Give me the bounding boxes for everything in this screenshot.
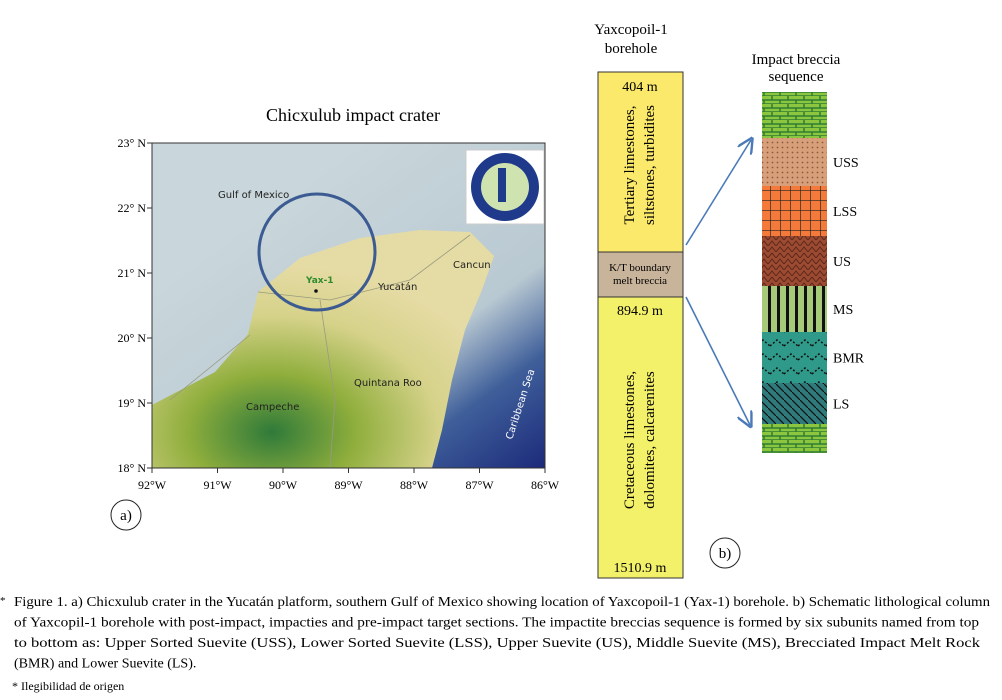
unit-label: LSS [833, 205, 857, 220]
column-title: borehole [605, 41, 658, 57]
lon-tick-label: 87°W [465, 478, 494, 492]
footnote: * Ilegibilidad de origen [12, 679, 124, 693]
panel-label-circle [709, 537, 741, 569]
unit-label: LS [833, 398, 849, 413]
map-label: Yax-1 [305, 276, 334, 286]
panel-label: a) [120, 508, 132, 524]
caption-line: of Yaxcopil-1 borehole with post-impact,… [14, 616, 979, 631]
caption-line: (BMR) and Lower Suevite (LS). [14, 657, 196, 672]
borehole-site [314, 289, 318, 293]
breccia-unit [762, 186, 827, 236]
column-title: Impact breccia [752, 52, 841, 68]
unit-label: siltstones, turbidites [642, 105, 658, 225]
lat-tick-label: 21° N [118, 266, 147, 280]
map-label: Yucatán [377, 281, 417, 293]
map-label: Cancun [453, 260, 491, 271]
breccia-unit [762, 332, 827, 383]
tertiary-unit [597, 71, 684, 253]
lat-tick-label: 20° N [118, 331, 147, 345]
crater-ring [257, 192, 377, 312]
lat-tick-label: 18° N [118, 461, 147, 475]
state-borders [169, 234, 471, 469]
unit-label: MS [833, 303, 853, 318]
breccia-unit [762, 383, 827, 424]
unit-label: K/T boundary [609, 262, 671, 274]
map-label: Gulf of Mexico [218, 190, 289, 201]
unit-label: Cretaceous limestones, [622, 371, 638, 509]
depth-label: 1510.9 m [614, 561, 667, 576]
unit-label: melt breccia [613, 275, 667, 287]
lat-tick-label: 23° N [118, 136, 147, 150]
kt-unit [597, 251, 684, 298]
unit-label: BMR [833, 352, 865, 367]
panel-label: b) [719, 546, 732, 562]
lon-tick-label: 92°W [138, 478, 167, 492]
cap-layer [762, 92, 827, 138]
column-title: sequence [769, 69, 824, 85]
lon-tick-label: 91°W [203, 478, 232, 492]
lat-tick-label: 22° N [118, 201, 147, 215]
caption-marker: * [0, 595, 6, 607]
unit-label: US [833, 255, 851, 270]
unit-label: USS [833, 156, 859, 171]
breccia-unit [762, 286, 827, 332]
lon-tick-label: 88°W [400, 478, 429, 492]
cretaceous-unit [597, 296, 684, 579]
depth-label: 894.9 m [617, 304, 663, 319]
map: Gulf of Mexico Yax-1 Yucatán Cancun Quin… [151, 142, 546, 469]
unit-label: Tertiary limestones, [622, 106, 638, 225]
lat-tick-label: 19° N [118, 396, 147, 410]
caption-line: to bottom as: Upper Sorted Suevite (USS)… [14, 636, 980, 651]
lon-tick-label: 89°W [334, 478, 363, 492]
base-layer [762, 424, 827, 453]
arrow [685, 140, 751, 246]
breccia-unit [762, 236, 827, 286]
breccia-unit [762, 138, 827, 186]
caption-line: Figure 1. a) Chicxulub crater in the Yuc… [14, 595, 990, 610]
lon-tick-label: 90°W [269, 478, 298, 492]
land [152, 230, 494, 468]
unit-label: dolomites, calcarenites [642, 371, 658, 509]
lon-tick-label: 86°W [531, 478, 560, 492]
arrow [685, 296, 750, 425]
map-title: Chicxulub impact crater [266, 105, 440, 125]
logo [465, 149, 545, 225]
map-label: Quintana Roo [354, 378, 422, 389]
map-label: Campeche [246, 402, 299, 413]
panel-label-circle [110, 499, 142, 531]
column-title: Yaxcopoil-1 [594, 22, 667, 38]
depth-label: 404 m [622, 80, 658, 95]
